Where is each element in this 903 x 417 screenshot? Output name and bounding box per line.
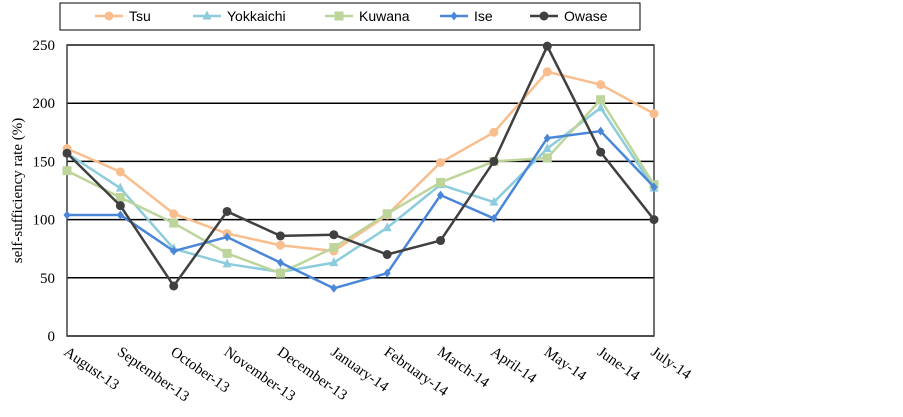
x-tick-label: June-14 <box>594 344 642 385</box>
series-kuwana <box>66 97 656 275</box>
data-point <box>115 167 125 177</box>
y-tick-label: 250 <box>33 38 56 54</box>
data-point <box>382 222 392 232</box>
data-point <box>596 147 606 157</box>
data-point <box>62 148 72 158</box>
legend-marker <box>450 11 458 21</box>
legend-marker <box>539 11 549 21</box>
data-point <box>596 80 606 90</box>
data-point <box>63 210 71 220</box>
series-line <box>67 129 655 290</box>
data-point <box>115 201 125 211</box>
data-point <box>329 230 339 240</box>
data-point <box>170 246 178 256</box>
data-point <box>62 166 72 176</box>
data-point <box>275 268 285 278</box>
data-point <box>222 258 232 268</box>
series-line <box>66 106 656 274</box>
data-point <box>650 182 658 192</box>
y-tick-label: 0 <box>48 329 56 345</box>
data-point <box>275 231 285 241</box>
data-point <box>330 283 338 293</box>
data-point <box>382 209 392 219</box>
data-point <box>489 127 499 137</box>
data-point <box>597 126 605 136</box>
y-tick-label: 100 <box>33 213 56 229</box>
series-tsu <box>66 70 655 253</box>
data-point <box>169 209 179 219</box>
legend-marker <box>202 10 212 20</box>
data-point <box>649 215 659 225</box>
data-point <box>542 67 552 77</box>
data-point <box>116 210 124 220</box>
y-axis-label: self-sufficiency rate (%) <box>10 118 26 263</box>
series-line <box>66 97 656 275</box>
y-tick-label: 50 <box>40 271 55 287</box>
series-line <box>66 43 655 289</box>
data-point <box>169 218 179 228</box>
legend-label: Owase <box>564 8 608 24</box>
legend-label: Yokkaichi <box>227 8 286 24</box>
legend-label: Ise <box>474 8 493 24</box>
x-tick-label: July-14 <box>648 344 694 383</box>
x-tick-label: August-13 <box>61 344 122 393</box>
data-point <box>276 258 284 268</box>
data-point <box>436 177 446 187</box>
data-point <box>489 196 499 206</box>
data-point <box>115 182 125 192</box>
data-point <box>437 190 445 200</box>
data-point <box>275 240 285 250</box>
data-point <box>436 158 446 168</box>
legend-marker <box>104 11 114 21</box>
data-point <box>222 248 232 258</box>
data-point <box>383 268 391 278</box>
data-point <box>542 143 552 153</box>
series-owase <box>66 43 655 289</box>
data-point <box>596 95 606 105</box>
series-line <box>66 70 655 253</box>
y-tick-label: 200 <box>33 96 56 112</box>
legend-label: Tsu <box>129 8 151 24</box>
data-point <box>329 257 339 267</box>
series-ise <box>67 129 655 290</box>
data-point <box>543 133 551 143</box>
data-point <box>382 250 392 260</box>
data-point <box>489 156 499 166</box>
data-point <box>596 102 606 112</box>
data-point <box>223 232 231 242</box>
legend: Tsu Yokkaichi Kuwana Ise Owase <box>59 2 641 31</box>
data-point <box>436 236 446 246</box>
legend-marker <box>334 11 344 21</box>
data-point <box>649 109 659 119</box>
plot-area <box>66 44 655 337</box>
data-point <box>542 41 552 51</box>
data-point <box>169 281 179 291</box>
legend-label: Kuwana <box>359 8 410 24</box>
data-point <box>115 192 125 202</box>
x-tick-label: April-14 <box>488 344 540 387</box>
y-tick-label: 150 <box>33 154 56 170</box>
data-point <box>542 153 552 163</box>
data-point <box>490 213 498 223</box>
data-point <box>222 206 232 216</box>
series-yokkaichi <box>66 106 656 274</box>
x-tick-label: May-14 <box>541 344 589 385</box>
data-point <box>329 243 339 253</box>
